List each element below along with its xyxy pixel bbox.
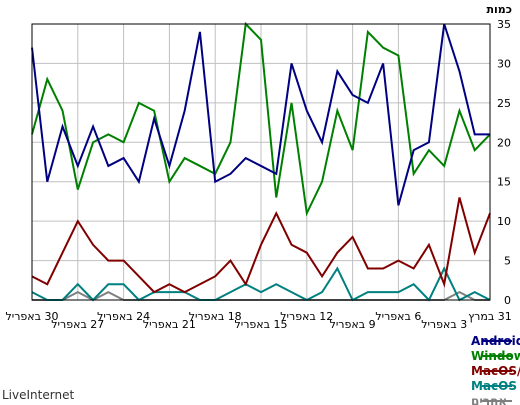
x-tick-label: 6 באפריל — [375, 310, 421, 323]
legend: AndroidWindows 10MacOS/iPhoneMacOSאחרים — [471, 334, 520, 405]
y-tick-label: 0 — [504, 294, 511, 307]
legend-label: אחרים — [471, 394, 507, 405]
x-tick-label: 18 באפריל — [189, 310, 242, 323]
brand-logo-text: LiveInternet — [2, 388, 74, 402]
y-tick-label: 20 — [497, 136, 511, 149]
x-tick-label: 31 במרץ — [468, 310, 511, 323]
y-tick-label: 30 — [497, 57, 511, 70]
x-tick-label: 27 באפריל — [51, 318, 104, 331]
series-line-0 — [31, 23, 490, 206]
x-tick-label: 12 באפריל — [280, 310, 333, 323]
series-line-2 — [31, 197, 491, 294]
y-axis-label: כמות — [487, 3, 512, 16]
y-tick-label: 10 — [497, 215, 511, 228]
series-line-3 — [31, 266, 491, 302]
x-tick-label: 24 באפריל — [97, 310, 150, 323]
series-line-1 — [31, 21, 491, 217]
gridlines — [31, 24, 491, 300]
plot-border — [31, 23, 491, 301]
y-tick-label: 15 — [497, 176, 511, 189]
x-tick-label: 30 באפריל — [6, 310, 59, 323]
y-tick-label: 35 — [497, 18, 511, 31]
x-tick-label: 15 באפריל — [235, 318, 288, 331]
y-axis-ticks: 0 5 10 15 20 25 30 35 — [497, 18, 511, 307]
y-tick-label: 5 — [504, 255, 511, 268]
series-lines — [31, 21, 491, 302]
x-tick-label: 9 באפריל — [330, 318, 376, 331]
y-tick-label: 25 — [497, 97, 511, 110]
x-tick-label: 21 באפריל — [143, 318, 196, 331]
x-tick-label: 3 באפריל — [421, 318, 467, 331]
